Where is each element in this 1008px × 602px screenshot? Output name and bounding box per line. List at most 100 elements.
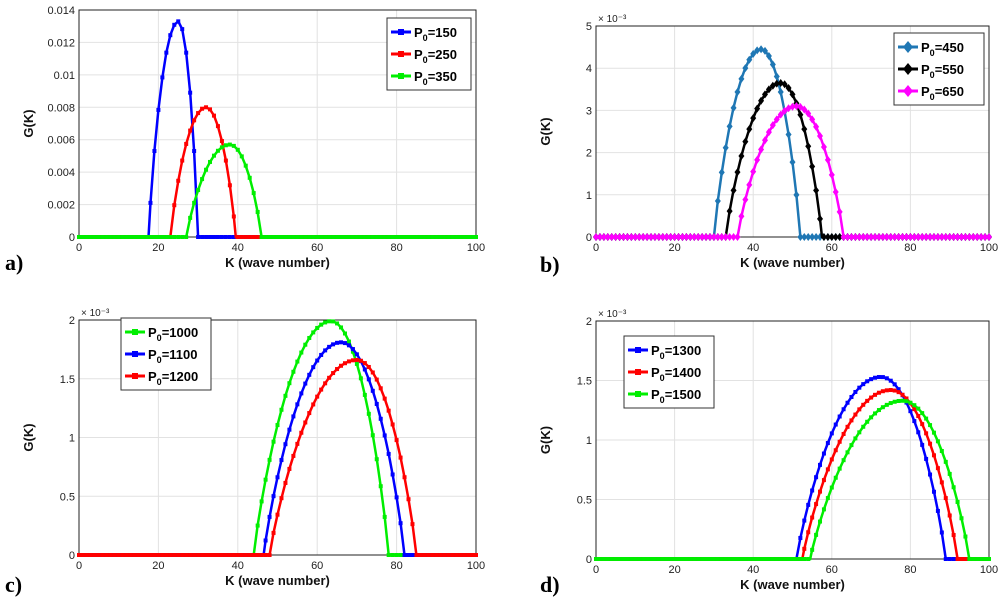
data-point (382, 514, 387, 519)
data-point (660, 557, 665, 561)
legend-swatch-marker (398, 51, 404, 57)
data-point (315, 325, 320, 330)
data-point (983, 557, 988, 561)
data-point (255, 553, 260, 557)
data-point (426, 553, 431, 557)
data-point (227, 553, 232, 557)
data-point (810, 488, 815, 493)
data-point (279, 458, 284, 463)
data-point (311, 235, 316, 239)
y-tick-label: 1 (586, 190, 592, 202)
data-point (907, 233, 914, 241)
panel-label: a) (5, 250, 23, 275)
data-point (687, 233, 694, 241)
data-point (386, 451, 391, 456)
data-point (879, 233, 886, 241)
data-point (398, 553, 403, 557)
data-point (422, 553, 427, 557)
data-point (160, 235, 165, 239)
data-point (845, 424, 850, 429)
data-point (696, 557, 701, 561)
data-point (414, 235, 419, 239)
data-point (196, 188, 201, 193)
data-point (892, 399, 897, 404)
data-point (773, 79, 780, 88)
data-point (691, 233, 698, 241)
data-point (849, 443, 854, 448)
data-point (211, 113, 216, 118)
data-point (663, 233, 670, 241)
data-point (875, 233, 882, 241)
y-tick-label: 0 (69, 550, 75, 562)
data-point (695, 233, 702, 241)
plot-frame (595, 25, 990, 238)
data-point (734, 88, 741, 97)
data-point (746, 55, 753, 64)
data-point (659, 233, 666, 241)
data-point (671, 233, 678, 241)
data-point (869, 415, 874, 420)
data-point (219, 139, 224, 144)
data-point (769, 121, 776, 130)
data-point (335, 367, 340, 372)
data-point (362, 392, 367, 397)
data-point (919, 233, 926, 241)
data-point (323, 348, 328, 353)
data-point (978, 233, 985, 241)
data-point (188, 128, 193, 133)
data-point (307, 335, 312, 340)
data-point (295, 402, 300, 407)
data-point (350, 349, 355, 354)
data-point (704, 557, 709, 561)
data-point (458, 235, 463, 239)
data-point (295, 359, 300, 364)
data-point (462, 553, 467, 557)
data-point (652, 557, 657, 561)
data-point (730, 186, 737, 195)
y-axis-label: G(K) (538, 117, 553, 145)
data-point (896, 387, 901, 392)
data-point (920, 422, 925, 427)
data-point (307, 372, 312, 377)
data-point (888, 388, 893, 393)
data-point (116, 553, 121, 557)
y-tick-label: 0.01 (54, 70, 75, 82)
data-point (239, 154, 244, 159)
data-point (656, 557, 661, 561)
data-point (597, 557, 602, 561)
legend-entry-label: P0=650 (921, 84, 964, 102)
data-point (707, 557, 712, 561)
data-point (845, 450, 850, 455)
data-point (271, 494, 276, 499)
data-point (974, 233, 981, 241)
data-point (88, 235, 93, 239)
data-point (438, 235, 443, 239)
data-point (798, 535, 803, 540)
data-point (219, 235, 224, 239)
x-tick-label: 60 (311, 242, 323, 254)
legend-entry-label: P0=1500 (651, 387, 701, 405)
data-point (148, 553, 153, 557)
data-point (132, 553, 137, 557)
data-point (184, 50, 189, 55)
x-tick-label: 80 (904, 564, 916, 576)
legend-entry-label: P0=1200 (148, 369, 198, 387)
data-point (354, 357, 359, 362)
y-axis-label: G(K) (21, 109, 36, 137)
data-point (223, 143, 228, 148)
data-point (426, 235, 431, 239)
data-point (231, 553, 236, 557)
data-point (700, 557, 705, 561)
data-point (935, 508, 940, 513)
data-point (108, 553, 113, 557)
data-point (219, 553, 224, 557)
data-point (955, 557, 960, 561)
data-point (860, 233, 867, 241)
legend-entry-label: P0=1000 (148, 325, 198, 343)
data-point (291, 453, 296, 458)
data-point (215, 553, 220, 557)
data-point (394, 553, 399, 557)
data-point (853, 412, 858, 417)
data-point (96, 553, 101, 557)
data-point (873, 392, 878, 397)
